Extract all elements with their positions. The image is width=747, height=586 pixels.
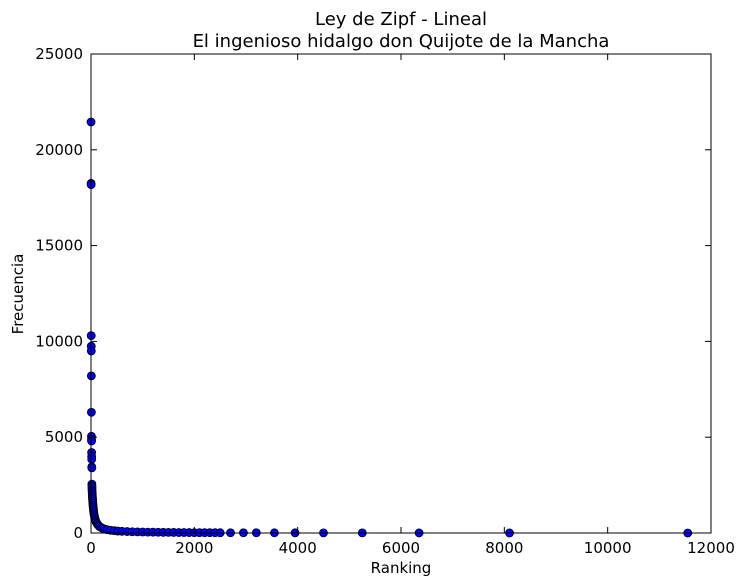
x-axis: 0 2000 4000 6000 8000 10000 12000 <box>86 54 735 557</box>
data-points <box>86 117 693 538</box>
x-tick-label: 2000 <box>175 539 213 557</box>
y-tick-label: 15000 <box>35 237 83 255</box>
x-tick-label: 10000 <box>584 539 632 557</box>
y-tick-label: 0 <box>73 524 83 542</box>
chart-subtitle: El ingenioso hidalgo don Quijote de la M… <box>193 31 610 52</box>
x-tick-label: 0 <box>86 539 96 557</box>
data-point <box>87 454 97 464</box>
chart-title: Ley de Zipf - Lineal <box>315 9 487 30</box>
x-tick-label: 6000 <box>382 539 420 557</box>
y-tick-label: 5000 <box>45 428 83 446</box>
data-point <box>87 463 97 473</box>
x-axis-label: Ranking <box>371 559 432 577</box>
y-axis: 0 5000 10000 15000 20000 25000 <box>35 45 711 542</box>
x-tick-label: 12000 <box>687 539 735 557</box>
plot-frame <box>90 53 712 534</box>
x-tick-label: 4000 <box>279 539 317 557</box>
data-point <box>87 436 96 446</box>
x-tick-label: 8000 <box>485 539 523 557</box>
y-tick-label: 20000 <box>35 141 83 159</box>
y-axis-label: Frecuencia <box>9 254 27 335</box>
y-tick-label: 25000 <box>35 45 83 63</box>
y-tick-label: 10000 <box>35 332 83 350</box>
